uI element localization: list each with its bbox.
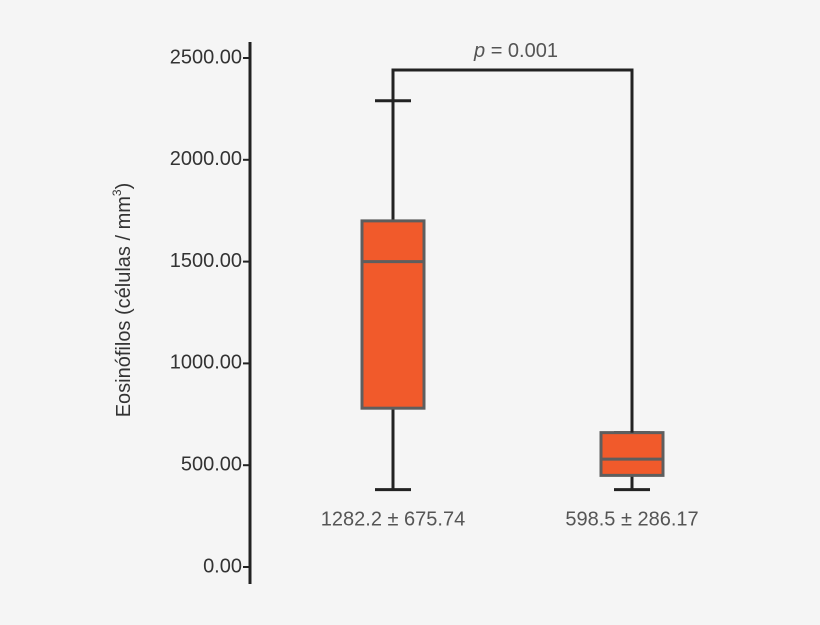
y-tick-label: 500.00 (181, 453, 242, 475)
y-axis-label: Eosinófilos (células / mm3) (110, 183, 135, 418)
box-stat-label: 598.5 ± 286.17 (565, 508, 698, 530)
y-axis-label-text: Eosinófilos (células / mm (113, 196, 135, 417)
y-axis-label-superscript: 3 (110, 189, 124, 196)
significance-bracket (391, 68, 634, 433)
y-axis-label-suffix: ) (113, 183, 135, 190)
annotation-symbol: p (473, 40, 485, 62)
y-tick-label: 1000.00 (170, 352, 242, 374)
box (360, 219, 426, 410)
y-tick-label: 0.00 (203, 555, 242, 577)
box-stat-label: 1282.2 ± 675.74 (321, 508, 465, 530)
box (599, 431, 665, 477)
y-tick-label: 2500.00 (170, 46, 242, 68)
annotation: p = 0.001 (473, 40, 558, 62)
annotation-text: = 0.001 (491, 40, 558, 62)
y-tick-label: 2000.00 (170, 148, 242, 170)
y-tick-label: 1500.00 (170, 250, 242, 272)
